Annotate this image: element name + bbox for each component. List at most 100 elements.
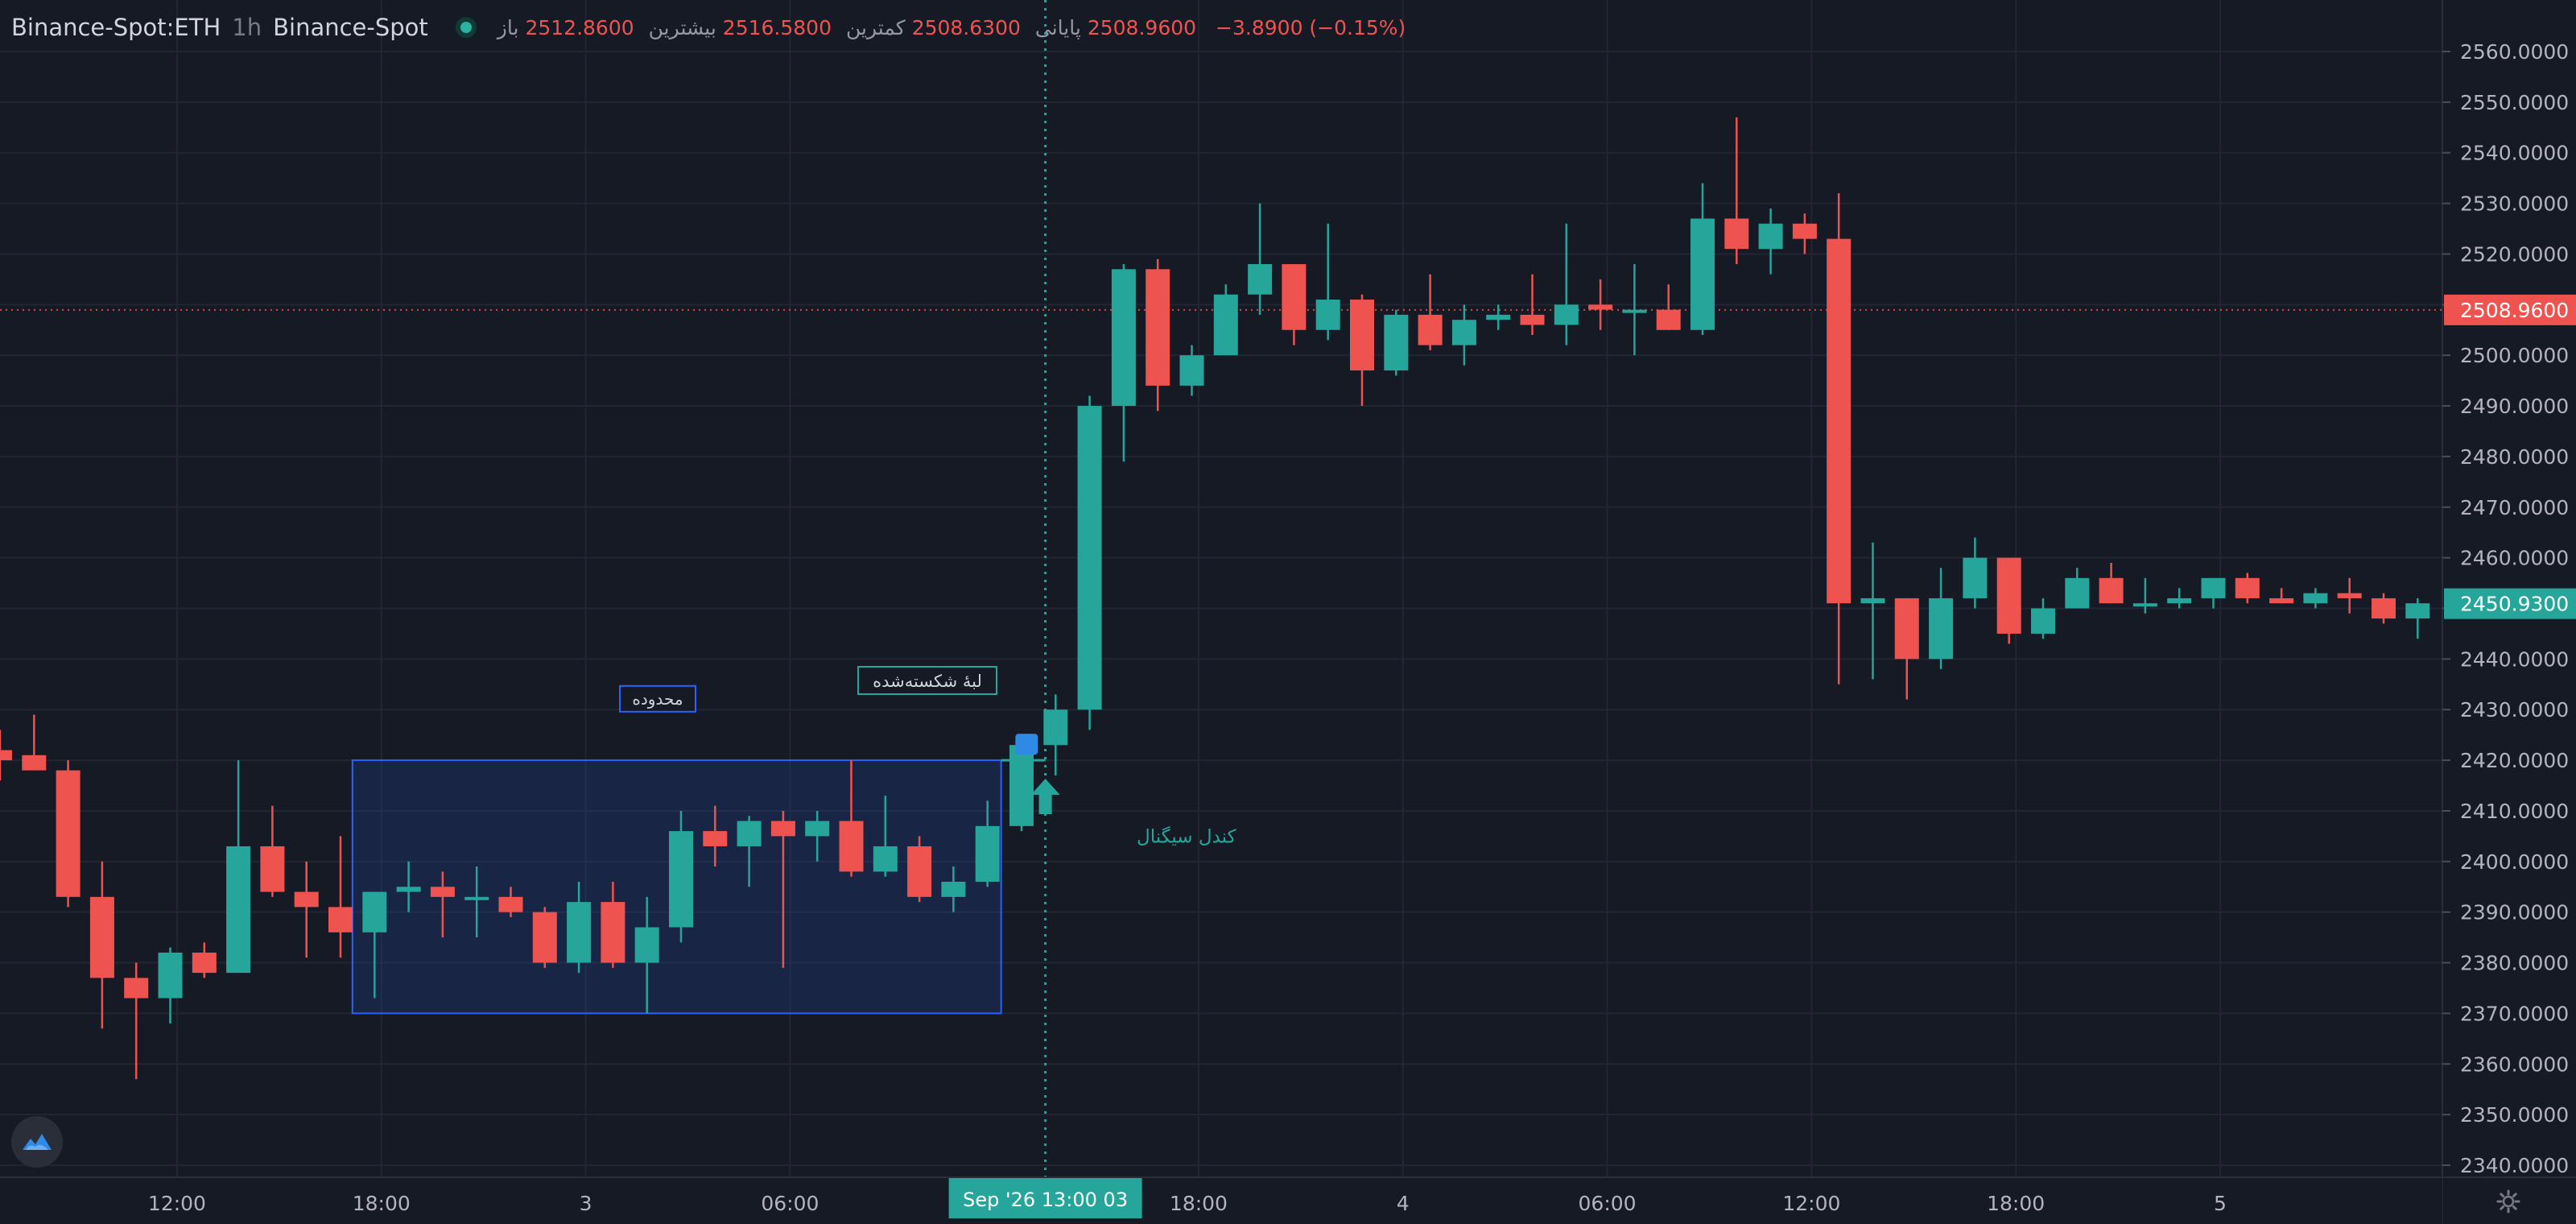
candle xyxy=(260,805,285,897)
candle xyxy=(1111,264,1136,462)
candle-body xyxy=(1213,294,1238,356)
candle-body xyxy=(1963,557,1988,598)
candle-body xyxy=(839,821,864,872)
candle xyxy=(1622,264,1647,356)
candle xyxy=(1963,537,1988,609)
time-tick-label: 06:00 xyxy=(761,1192,819,1215)
candle-body xyxy=(2201,577,2226,598)
candle xyxy=(294,861,319,958)
candle xyxy=(1384,309,1409,376)
candle-body xyxy=(2167,598,2192,604)
candle-body xyxy=(1486,314,1511,320)
candle xyxy=(1996,557,2021,644)
close-label: پایانی xyxy=(1034,15,1081,39)
candle-body xyxy=(1111,269,1136,407)
high-value: 2516.5800 xyxy=(722,15,832,39)
candle-body xyxy=(226,846,251,974)
price-tick-label: 2530.0000 xyxy=(2460,192,2569,216)
price-tick-label: 2350.0000 xyxy=(2460,1103,2569,1127)
price-label-box xyxy=(2444,588,2576,619)
price-tick-label: 2380.0000 xyxy=(2460,952,2569,975)
candle-body xyxy=(1350,300,1374,371)
candle-body xyxy=(1690,218,1715,330)
candle xyxy=(1146,258,1170,411)
candle xyxy=(873,796,898,877)
candle xyxy=(328,836,353,958)
plot-background xyxy=(0,0,2442,1177)
candle xyxy=(1894,598,1919,700)
candle-body xyxy=(1009,745,1034,826)
low-label: کمترین xyxy=(846,15,906,39)
change-value: −3.8900 (−0.15%) xyxy=(1216,15,1406,39)
candle-body xyxy=(2337,593,2362,598)
candle xyxy=(1860,542,1885,680)
candle-body xyxy=(1451,320,1476,345)
candle-body xyxy=(532,912,557,963)
grid xyxy=(0,0,2442,1177)
symbol-legend: Binance-Spot:ETH 1h Binance-Spot باز 251… xyxy=(11,11,1406,43)
candle-body xyxy=(158,952,183,999)
candle-body xyxy=(2065,577,2090,609)
candle-body xyxy=(1929,598,1954,660)
price-tick-label: 2360.0000 xyxy=(2460,1052,2569,1076)
candle xyxy=(975,800,1000,887)
candle xyxy=(498,887,523,917)
signal-arrow-icon xyxy=(1030,778,1060,814)
time-tick-label: 18:00 xyxy=(1987,1192,2045,1215)
candle-body xyxy=(907,846,932,897)
open-value: 2512.8600 xyxy=(525,15,634,39)
candle xyxy=(805,810,830,862)
candle xyxy=(1009,739,1034,832)
candle xyxy=(2065,568,2090,609)
candle xyxy=(1282,264,1307,345)
candle xyxy=(1350,294,1374,407)
price-tick-label: 2420.0000 xyxy=(2460,749,2569,772)
settings-gear-button[interactable] xyxy=(2492,1185,2524,1218)
candle xyxy=(2337,577,2362,614)
tradingview-logo-button[interactable] xyxy=(11,1116,63,1168)
candle-body xyxy=(0,750,12,761)
symbol-name[interactable]: Binance-Spot:ETH xyxy=(11,14,221,41)
broken-edge-label: لبهٔ شکسته‌شده xyxy=(857,666,997,695)
range-label-box xyxy=(619,684,696,713)
open-label: باز xyxy=(497,15,519,39)
candle-body xyxy=(2372,598,2396,619)
low-value: 2508.6300 xyxy=(911,15,1021,39)
price-tick-label: 2470.0000 xyxy=(2460,496,2569,519)
candle-body xyxy=(22,755,47,771)
candle xyxy=(1418,274,1443,350)
drawing-marker xyxy=(1015,734,1038,755)
candle xyxy=(601,881,625,968)
candle-body xyxy=(737,821,762,846)
interval-label[interactable]: 1h xyxy=(232,14,262,41)
price-tick-label: 2410.0000 xyxy=(2460,800,2569,823)
candle-body xyxy=(1724,218,1749,250)
candle-body xyxy=(89,896,114,978)
candle xyxy=(2269,588,2294,604)
candle-body xyxy=(873,846,898,872)
broken-edge-label-box xyxy=(857,666,997,695)
range-label-text: محدوده xyxy=(632,689,683,709)
candle-body xyxy=(1622,309,1647,313)
time-tick-label: 18:00 xyxy=(353,1192,411,1215)
candle xyxy=(396,861,421,912)
gear-icon xyxy=(2496,1189,2520,1214)
candle-body xyxy=(124,978,149,999)
candle xyxy=(2099,562,2124,604)
candle-body xyxy=(2269,598,2294,604)
candle xyxy=(1315,223,1340,341)
exchange-name: Binance-Spot xyxy=(273,14,428,41)
candle xyxy=(907,836,932,903)
candle-body xyxy=(1894,598,1919,660)
market-status-icon[interactable] xyxy=(455,17,477,38)
candle xyxy=(839,760,864,877)
candle-body xyxy=(2303,593,2328,604)
price-tick-label: 2540.0000 xyxy=(2460,142,2569,165)
candle xyxy=(2132,577,2157,614)
candle xyxy=(1792,213,1817,254)
candle-body xyxy=(56,770,80,897)
candle-body xyxy=(328,907,353,932)
candle xyxy=(1248,203,1273,315)
